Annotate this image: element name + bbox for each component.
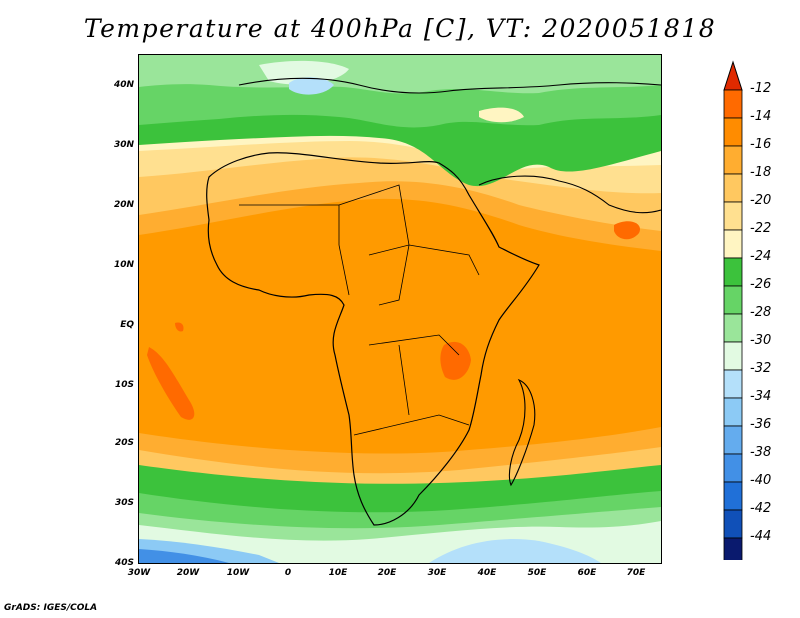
colorbar-label: -34 (750, 389, 772, 404)
colorbar-top-arrow (723, 60, 743, 91)
colorbar-cell (723, 481, 743, 511)
colorbar-cell (723, 117, 743, 147)
colorbar-cell (723, 425, 743, 455)
temperature-map (138, 54, 662, 564)
lon-label-0: 0 (284, 568, 292, 578)
warm-patch-atlantic (147, 347, 195, 420)
lon-label-60e: 60E (577, 568, 597, 578)
lon-label-10e: 10E (328, 568, 348, 578)
colorbar-cell (723, 257, 743, 287)
lat-label-10n: 10N (113, 260, 134, 270)
colorbar-label: -42 (750, 501, 772, 516)
band-south-38 (139, 549, 229, 563)
pale-patch-east (479, 107, 524, 123)
colorbar-cell (723, 145, 743, 175)
lon-label-20e: 20E (377, 568, 397, 578)
arabia-coastline (478, 175, 661, 214)
colorbar-cell (723, 313, 743, 343)
europe-coastline (238, 77, 661, 94)
colorbar-cell (723, 397, 743, 427)
lon-label-30w: 30W (127, 568, 151, 578)
colorbar-label: -16 (750, 137, 772, 152)
colorbar-label: -40 (750, 473, 772, 488)
lat-label-20s: 20S (114, 438, 134, 448)
colorbar-cell (723, 89, 743, 119)
colorbar-cells (723, 60, 743, 560)
colorbar-label: -20 (750, 193, 772, 208)
lat-label-40s: 40S (114, 558, 134, 568)
colorbar-label: -38 (750, 445, 772, 460)
lon-label-20w: 20W (176, 568, 200, 578)
colorbar-label: -14 (750, 109, 772, 124)
colorbar-label: -26 (750, 277, 772, 292)
colorbar-cell (723, 173, 743, 203)
colorbar-label: -28 (750, 305, 772, 320)
colorbar-label: -36 (750, 417, 772, 432)
colorbar-label: -30 (750, 333, 772, 348)
colorbar-cell (723, 341, 743, 371)
warm-patch-tanzania (440, 341, 471, 380)
colorbar-cell (723, 453, 743, 483)
map-field (139, 55, 661, 563)
lat-label-10s: 10S (114, 380, 134, 390)
africa-coastline (206, 152, 540, 526)
colorbar (723, 60, 743, 560)
grads-credit: GrADS: IGES/COLA (4, 603, 98, 613)
lon-label-40e: 40E (477, 568, 497, 578)
lat-label-20n: 20N (113, 200, 134, 210)
colorbar-cell (723, 201, 743, 231)
colorbar-label: -12 (750, 81, 772, 96)
lon-label-70e: 70E (626, 568, 646, 578)
colorbar-label: -18 (750, 165, 772, 180)
lat-label-40n: 40N (113, 80, 134, 90)
colorbar-cell (723, 537, 743, 560)
colorbar-label: -44 (750, 529, 772, 544)
warm-patch-arabian-sea (614, 221, 640, 240)
colorbar-label: -22 (750, 221, 772, 236)
colorbar-cell (723, 229, 743, 259)
colorbar-cell (723, 369, 743, 399)
lat-label-30n: 30N (113, 140, 134, 150)
colorbar-cell (723, 509, 743, 539)
lat-label-30s: 30S (114, 498, 134, 508)
band-north-32 (289, 77, 334, 95)
country-borders (239, 184, 480, 436)
lon-label-10w: 10W (226, 568, 250, 578)
band-south-32-east (429, 539, 601, 563)
lon-label-50e: 50E (527, 568, 547, 578)
colorbar-label: -24 (750, 249, 772, 264)
colorbar-label: -32 (750, 361, 772, 376)
madagascar-coastline (508, 378, 536, 487)
colorbar-cell (723, 285, 743, 315)
warm-patch-small (175, 322, 184, 332)
lat-label-eq: EQ (120, 320, 134, 330)
map-title: Temperature at 400hPa [C], VT: 202005181… (83, 14, 717, 43)
lon-label-30e: 30E (427, 568, 447, 578)
